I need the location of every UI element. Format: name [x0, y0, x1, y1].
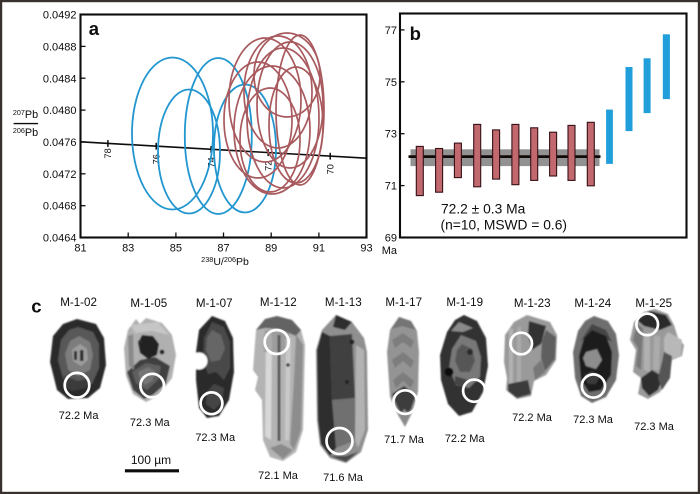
svg-text:100 µm: 100 µm [131, 453, 171, 467]
svg-text:M-1-17: M-1-17 [385, 296, 422, 309]
svg-text:0.0468: 0.0468 [43, 201, 77, 213]
svg-text:72.3 Ma: 72.3 Ma [130, 417, 171, 429]
svg-text:91: 91 [313, 242, 325, 254]
svg-text:238U/206Pb: 238U/206Pb [201, 255, 249, 268]
svg-text:0.0464: 0.0464 [43, 233, 77, 245]
svg-text:77: 77 [385, 25, 397, 37]
svg-text:(n=10, MSWD = 0.6): (n=10, MSWD = 0.6) [441, 217, 568, 232]
svg-text:72: 72 [263, 161, 273, 171]
svg-text:M-1-23: M-1-23 [514, 297, 551, 310]
svg-text:73: 73 [385, 129, 397, 141]
svg-text:M-1-12: M-1-12 [260, 296, 297, 309]
svg-text:M-1-25: M-1-25 [635, 297, 672, 310]
svg-text:75: 75 [385, 77, 397, 89]
svg-text:93: 93 [360, 242, 372, 254]
svg-text:M-1-02: M-1-02 [60, 296, 97, 309]
svg-text:a: a [89, 18, 100, 39]
svg-text:71: 71 [385, 181, 397, 193]
svg-text:0.0484: 0.0484 [43, 73, 77, 85]
svg-text:72.2 Ma: 72.2 Ma [512, 412, 553, 424]
svg-text:M-1-24: M-1-24 [574, 297, 611, 310]
svg-text:85: 85 [170, 242, 182, 254]
svg-text:81: 81 [74, 242, 86, 254]
svg-text:M-1-13: M-1-13 [325, 296, 362, 309]
svg-text:72.2 ± 0.3 Ma: 72.2 ± 0.3 Ma [441, 202, 526, 217]
svg-text:0.0480: 0.0480 [43, 105, 77, 117]
svg-text:89: 89 [265, 242, 277, 254]
svg-text:78: 78 [103, 148, 113, 158]
svg-text:87: 87 [217, 242, 229, 254]
svg-text:74: 74 [206, 157, 216, 167]
svg-text:72.3 Ma: 72.3 Ma [195, 432, 236, 444]
svg-text:72.3 Ma: 72.3 Ma [573, 414, 614, 426]
svg-text:70: 70 [325, 164, 335, 174]
svg-text:0.0488: 0.0488 [43, 41, 77, 53]
svg-text:71.7 Ma: 71.7 Ma [384, 434, 425, 446]
svg-text:Ma: Ma [382, 245, 398, 257]
svg-text:72.2 Ma: 72.2 Ma [59, 410, 100, 422]
svg-text:0.0472: 0.0472 [43, 169, 77, 181]
svg-text:83: 83 [122, 242, 134, 254]
svg-text:72.2 Ma: 72.2 Ma [445, 433, 486, 445]
svg-text:b: b [410, 23, 421, 44]
svg-text:c: c [31, 296, 41, 317]
svg-text:72.1 Ma: 72.1 Ma [258, 470, 299, 482]
svg-text:206Pb: 206Pb [13, 126, 38, 139]
svg-text:M-1-05: M-1-05 [130, 297, 167, 310]
svg-text:0.0492: 0.0492 [43, 10, 77, 22]
svg-text:207Pb: 207Pb [13, 108, 38, 121]
svg-text:M-1-19: M-1-19 [446, 296, 483, 309]
svg-text:M-1-07: M-1-07 [196, 297, 233, 310]
svg-text:76: 76 [151, 154, 161, 164]
svg-text:71.6 Ma: 71.6 Ma [323, 472, 364, 484]
svg-text:0.0476: 0.0476 [43, 137, 77, 149]
svg-text:72.3 Ma: 72.3 Ma [634, 421, 675, 433]
svg-text:69: 69 [385, 233, 397, 245]
